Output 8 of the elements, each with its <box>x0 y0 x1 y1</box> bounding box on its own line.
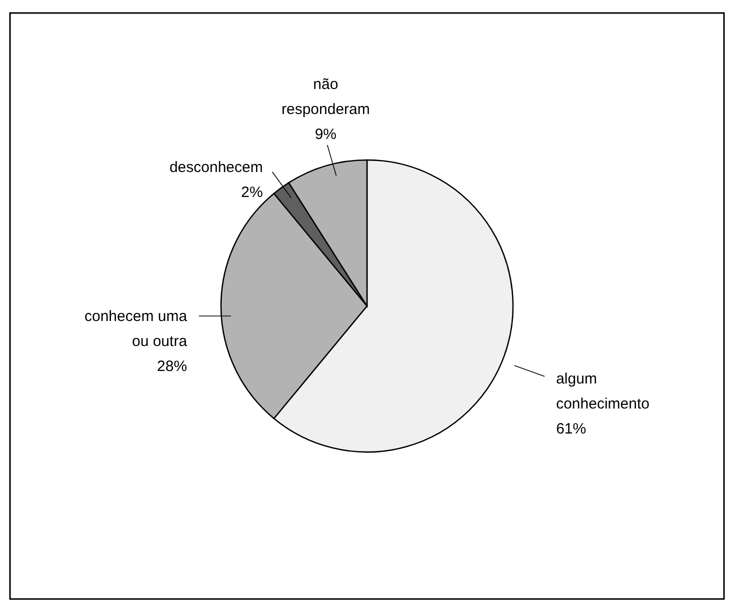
slice-label: conhecem uma ou outra <box>84 308 188 350</box>
slice-label: algum conhecimento <box>556 370 650 412</box>
data-label: 9% <box>314 126 337 143</box>
data-label: 61% <box>556 420 586 438</box>
slice-label: desconhecem <box>169 159 263 176</box>
data-label: 28% <box>157 358 188 375</box>
data-label: 2% <box>241 184 263 202</box>
slice-label: não responderam <box>281 76 370 118</box>
